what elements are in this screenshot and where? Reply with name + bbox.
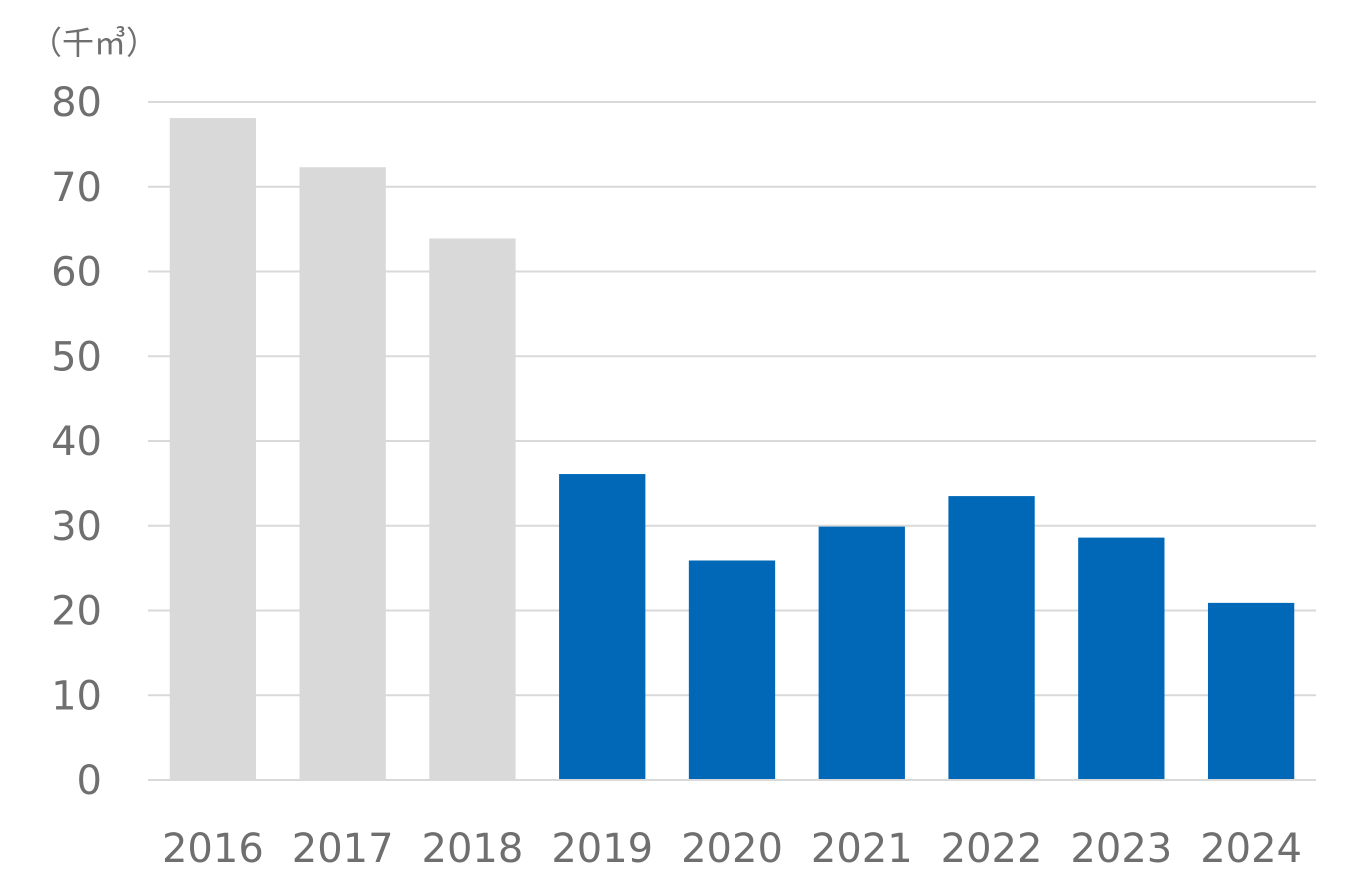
x-tick-label: 2023 <box>1070 826 1172 872</box>
bar-2016 <box>169 118 257 781</box>
bars <box>148 118 1316 781</box>
y-tick-label: 40 <box>51 419 102 465</box>
bar-2023 <box>1078 537 1165 780</box>
x-tick-label: 2024 <box>1200 826 1302 872</box>
bar-2017 <box>299 167 386 780</box>
bar-2020 <box>688 560 776 780</box>
x-tick-label: 2021 <box>811 826 913 872</box>
x-tick-label: 2020 <box>681 826 783 872</box>
bar-2018 <box>429 238 516 780</box>
x-tick-label: 2019 <box>551 826 653 872</box>
y-tick-label: 70 <box>51 165 102 211</box>
y-tick-label: 30 <box>51 504 102 550</box>
x-tick-label: 2017 <box>292 826 394 872</box>
y-tick-label: 0 <box>77 758 102 804</box>
bar-2024 <box>1207 602 1295 780</box>
x-axis-ticks: 2016 2017 2018 2019 2020 2021 2022 2023 2024 <box>162 826 1302 872</box>
y-tick-label: 50 <box>51 334 102 380</box>
y-tick-label: 60 <box>51 250 102 296</box>
y-axis-unit-label: （千㎥） <box>30 24 159 62</box>
bar-2022 <box>948 496 1035 780</box>
y-tick-label: 20 <box>51 589 102 635</box>
x-tick-label: 2016 <box>162 826 264 872</box>
bar-2021 <box>818 526 905 780</box>
x-tick-label: 2018 <box>422 826 524 872</box>
bar-2019 <box>559 474 646 780</box>
y-tick-label: 80 <box>51 80 102 126</box>
y-axis-ticks: 0 10 20 30 40 50 60 70 80 <box>51 80 102 804</box>
y-tick-label: 10 <box>51 673 102 719</box>
x-tick-label: 2022 <box>941 826 1043 872</box>
